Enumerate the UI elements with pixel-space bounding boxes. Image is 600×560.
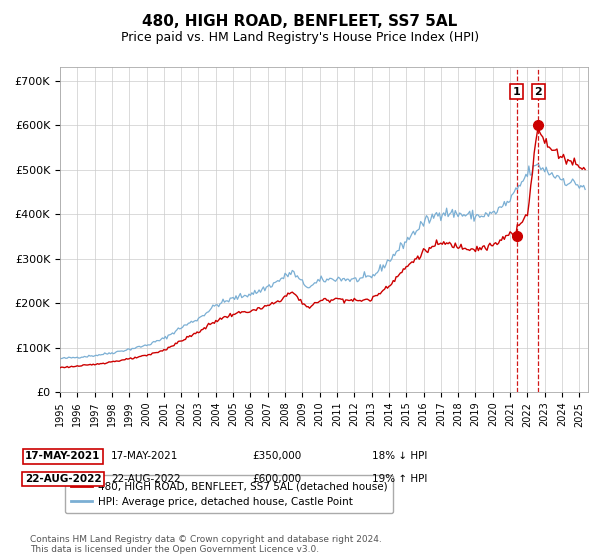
Text: 17-MAY-2021: 17-MAY-2021: [111, 451, 178, 461]
Text: 19% ↑ HPI: 19% ↑ HPI: [372, 474, 427, 484]
Legend: 480, HIGH ROAD, BENFLEET, SS7 5AL (detached house), HPI: Average price, detached: 480, HIGH ROAD, BENFLEET, SS7 5AL (detac…: [65, 475, 394, 513]
Text: Price paid vs. HM Land Registry's House Price Index (HPI): Price paid vs. HM Land Registry's House …: [121, 31, 479, 44]
Text: Contains HM Land Registry data © Crown copyright and database right 2024.
This d: Contains HM Land Registry data © Crown c…: [30, 535, 382, 554]
Text: 17-MAY-2021: 17-MAY-2021: [25, 451, 101, 461]
Text: £350,000: £350,000: [252, 451, 301, 461]
Text: 480, HIGH ROAD, BENFLEET, SS7 5AL: 480, HIGH ROAD, BENFLEET, SS7 5AL: [142, 14, 458, 29]
Text: 1: 1: [512, 87, 520, 96]
Text: £600,000: £600,000: [252, 474, 301, 484]
Text: 18% ↓ HPI: 18% ↓ HPI: [372, 451, 427, 461]
Text: 2: 2: [535, 87, 542, 96]
Text: 22-AUG-2022: 22-AUG-2022: [111, 474, 181, 484]
Text: 22-AUG-2022: 22-AUG-2022: [25, 474, 101, 484]
